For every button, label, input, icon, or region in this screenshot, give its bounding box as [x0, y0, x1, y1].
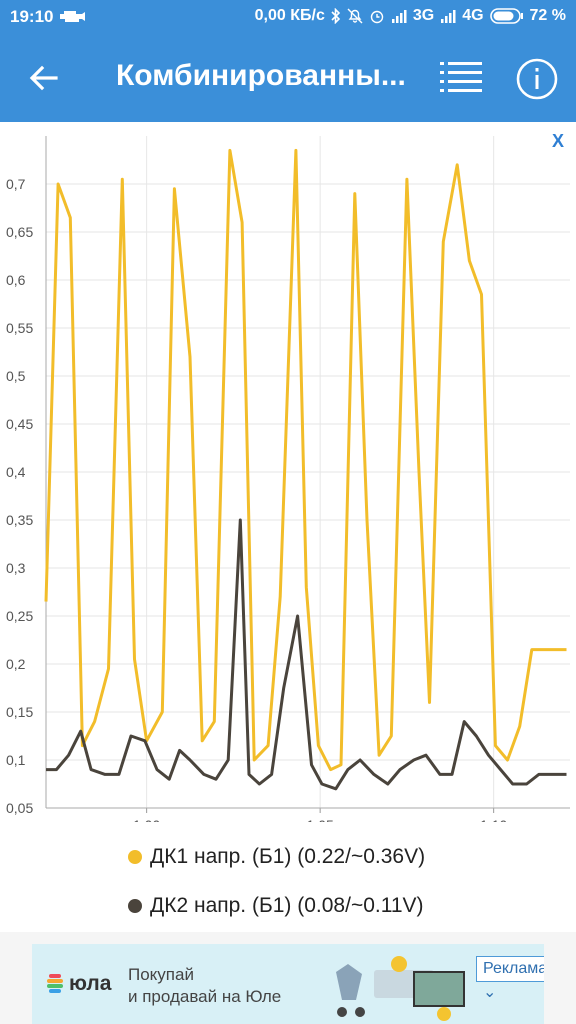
legend-dot-dk1 [128, 850, 142, 864]
ad-line-2: и продавай на Юле [128, 987, 282, 1006]
y-tick-label: 0,4 [6, 464, 26, 480]
signal-icon [441, 10, 456, 23]
ad-container: юла Покупай и продавай на Юле Реклама ⌄ [0, 932, 576, 1024]
car-engine-icon [60, 11, 85, 22]
list-icon[interactable] [438, 58, 484, 98]
y-tick-label: 0,6 [6, 272, 26, 288]
legend-item-dk2[interactable]: ДК2 напр. (Б1) (0.08/~0.11V) [128, 894, 424, 918]
close-chart-button[interactable]: X [552, 131, 565, 151]
y-tick-label: 0,2 [6, 656, 26, 672]
y-tick-label: 0,3 [6, 560, 26, 576]
mute-icon [347, 8, 363, 24]
y-tick-label: 0,25 [6, 608, 33, 624]
y-tick-label: 0,05 [6, 800, 33, 816]
x-tick-label: 1:05 [307, 817, 334, 822]
network-speed: 0,00 КБ/с [254, 7, 325, 24]
ad-banner[interactable]: юла Покупай и продавай на Юле Реклама ⌄ [32, 944, 544, 1024]
ad-text: Покупай и продавай на Юле [128, 964, 281, 1008]
x-tick-label: 1:00 [133, 817, 160, 822]
series-line-2 [46, 518, 567, 791]
ad-illustration [336, 956, 465, 1021]
legend-label-dk1: ДК1 напр. (Б1) (0.22/~0.36V) [150, 845, 426, 868]
signal-icon [391, 10, 407, 23]
ad-line-1: Покупай [128, 965, 194, 984]
y-tick-label: 0,5 [6, 368, 26, 384]
battery-level: 72 % [529, 7, 566, 24]
x-tick-label: 1:10 [480, 817, 507, 822]
y-tick-label: 0,45 [6, 416, 33, 432]
battery-icon [489, 8, 523, 24]
page-title: Комбинированны... [116, 59, 406, 92]
bluetooth-icon [331, 8, 340, 24]
ad-logo: юла [46, 972, 111, 996]
y-tick-label: 0,15 [6, 704, 33, 720]
y-tick-label: 0,65 [6, 224, 33, 240]
alarm-icon [370, 10, 384, 24]
status-right: 0,00 КБ/с 3G 4G 72 % [255, 7, 566, 25]
legend-label-dk2: ДК2 напр. (Б1) (0.08/~0.11V) [150, 894, 424, 917]
arrow-back-icon[interactable] [22, 56, 66, 100]
chart-area: 0,05 0,1 0,15 0,2 0,25 0,3 0,35 0,4 0,45 0,5 0,55 0… [0, 122, 576, 932]
ad-badge[interactable]: Реклама ⌄ [476, 956, 544, 1001]
y-tick-label: 0,7 [6, 176, 26, 192]
network-4g: 4G [462, 7, 484, 24]
y-tick-label: 0,55 [6, 320, 33, 336]
app-bar: Комбинированны... [0, 32, 576, 122]
y-tick-label: 0,1 [6, 752, 26, 768]
status-time: 19:10 [10, 7, 54, 26]
info-icon[interactable] [515, 57, 559, 101]
status-bar: 19:10 0,00 КБ/с 3G 4G 72 % [0, 0, 576, 32]
ad-brand: юла [69, 972, 112, 995]
y-tick-label: 0,35 [6, 512, 33, 528]
yula-logo-icon [47, 974, 63, 993]
line-chart: 0,05 0,1 0,15 0,2 0,25 0,3 0,35 0,4 0,45 0,5 0,55 0… [6, 136, 570, 822]
legend-dot-dk2 [128, 899, 142, 913]
network-3g: 3G [412, 7, 435, 24]
legend-item-dk1[interactable]: ДК1 напр. (Б1) (0.22/~0.36V) [128, 845, 425, 869]
series-line-1 [44, 148, 567, 772]
